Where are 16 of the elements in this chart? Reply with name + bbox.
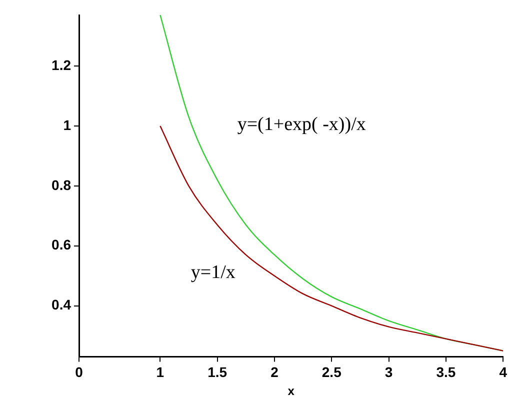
text: y=(1+exp( -x))/x [237,114,366,135]
x-tick-label: 1 [156,364,164,380]
x-tick-label: 3.5 [436,364,456,380]
x-tick-label: 4 [499,364,508,380]
y-tick-label: 0.8 [52,176,72,193]
x-tick-label: 2.5 [322,364,342,380]
y-tick-label: 0.6 [52,236,72,253]
x-tick-label: 3 [384,364,393,380]
x-axis-title: x [288,384,295,398]
series-label: y=1/x [190,262,236,283]
x-tick-label: 2 [270,364,279,380]
y-tick-label: 1 [63,116,72,133]
x-tick-label: 0 [75,364,84,380]
y-tick-label: 0.4 [52,296,72,313]
y-tick-label: 1.2 [52,56,72,73]
x-tick-label: 1.5 [208,364,228,380]
